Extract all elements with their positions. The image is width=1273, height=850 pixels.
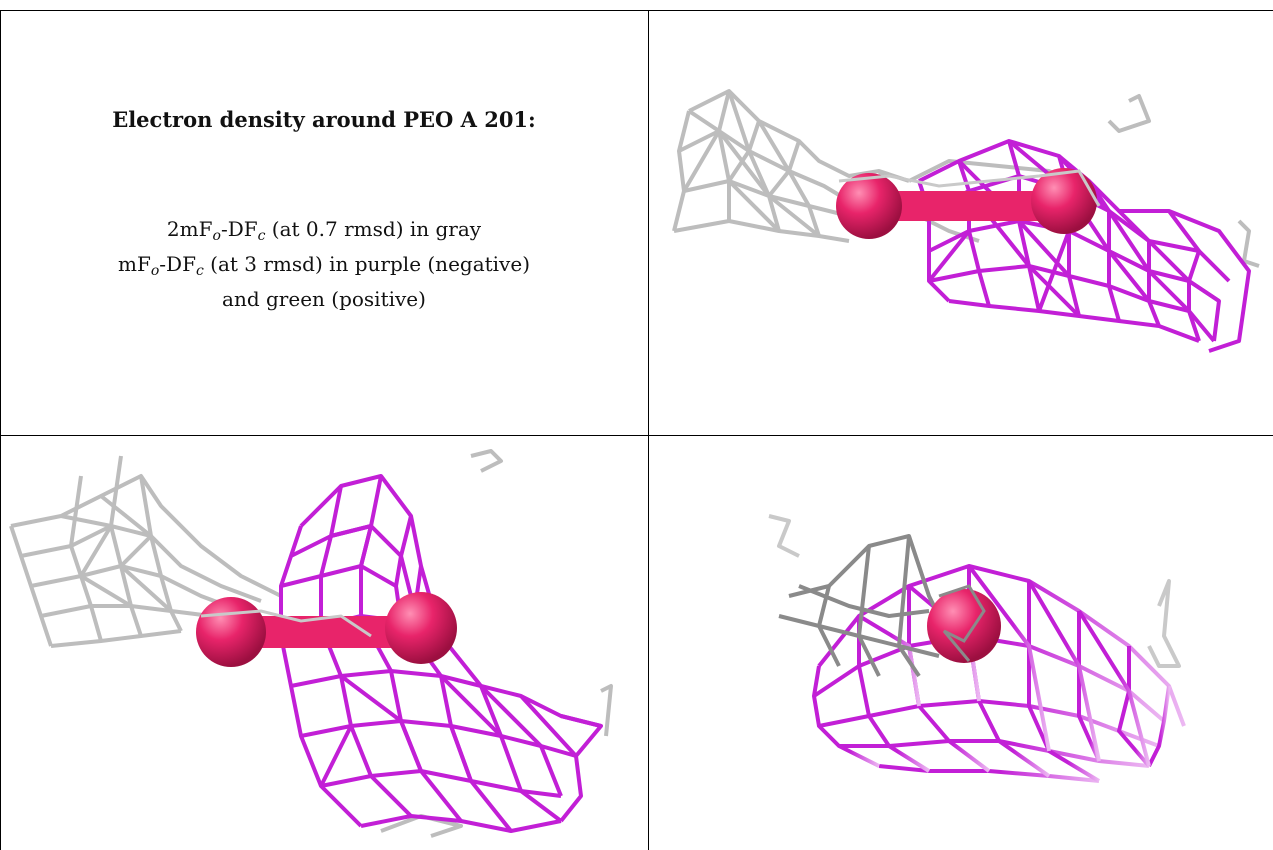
caption-line-2: mFo-DFc (at 3 rmsd) in purple (negative) xyxy=(0,250,648,285)
caption-line-1-sub2: c xyxy=(257,228,266,244)
bond-stick xyxy=(869,191,1069,221)
atom-group xyxy=(836,168,1097,239)
density-mesh-view-2 xyxy=(9,449,613,838)
atom-sphere-2 xyxy=(385,592,457,664)
caption-line-2-post: (at 3 rmsd) in purple (negative) xyxy=(203,252,530,276)
view-top-right xyxy=(649,11,1273,435)
atom-group xyxy=(927,589,1001,663)
purple-mesh xyxy=(812,564,1186,783)
density-mesh-view-1 xyxy=(672,89,1260,353)
gray-mesh xyxy=(9,449,613,838)
caption-line-1-post: (at 0.7 rmsd) in gray xyxy=(265,217,482,241)
atom-sphere-1 xyxy=(927,589,1001,663)
border-middle-vertical xyxy=(648,10,649,850)
caption-line-1-pre: 2mF xyxy=(166,217,213,241)
caption-line-2-sub2: c xyxy=(195,263,204,279)
border-top xyxy=(0,10,1273,11)
gray-mesh xyxy=(672,89,1260,268)
gray-mesh-overlay xyxy=(200,609,372,638)
atom-group xyxy=(196,592,457,667)
caption-line-2-pre: mF xyxy=(118,252,151,276)
caption-body: 2mFo-DFc (at 0.7 rmsd) in gray mFo-DFc (… xyxy=(0,215,648,313)
view-bottom-right xyxy=(649,436,1273,850)
caption-title: Electron density around PEO A 201: xyxy=(112,107,536,132)
caption-line-2-mid: -DF xyxy=(159,252,196,276)
caption-line-1: 2mFo-DFc (at 0.7 rmsd) in gray xyxy=(0,215,648,250)
atom-sphere-1 xyxy=(196,597,266,667)
gray-mesh-overlay xyxy=(938,584,986,662)
purple-mesh xyxy=(917,139,1251,353)
view-bottom-left xyxy=(1,436,648,850)
atom-sphere-2 xyxy=(1031,168,1097,234)
bond-stick xyxy=(231,616,421,648)
caption-line-1-sub1: o xyxy=(212,228,221,244)
caption-cell: Electron density around PEO A 201: 2mFo-… xyxy=(0,11,648,435)
border-left xyxy=(0,10,1,850)
caption-line-2-sub1: o xyxy=(150,263,160,279)
density-mesh-view-3 xyxy=(768,514,1186,783)
gray-mesh-overlay xyxy=(838,169,1101,207)
gray-mesh-light xyxy=(768,514,1181,668)
border-middle-horizontal xyxy=(0,435,1273,436)
gray-mesh xyxy=(778,534,951,678)
atom-sphere-1 xyxy=(836,173,902,239)
caption-line-1-mid: -DF xyxy=(220,217,258,241)
caption-line-3: and green (positive) xyxy=(222,287,426,311)
